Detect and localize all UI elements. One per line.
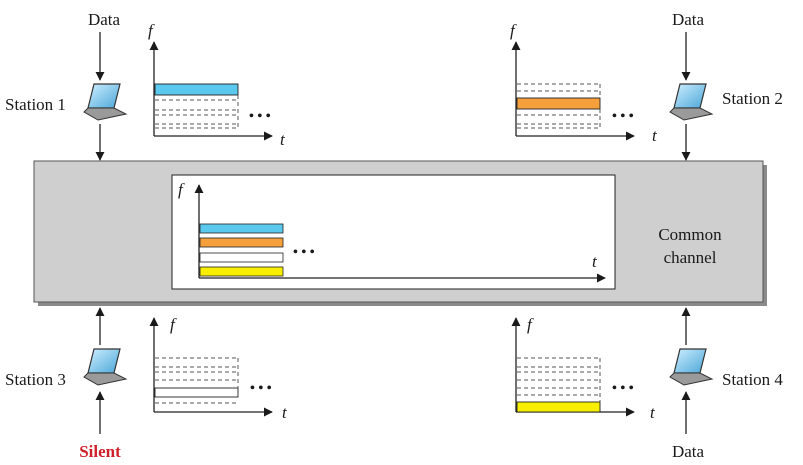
laptop-icon — [669, 348, 714, 386]
channel-band-white — [199, 252, 284, 263]
station-3-ellipsis: • • • — [250, 381, 272, 396]
station-4-t-label: t — [650, 403, 656, 422]
station-4-band — [516, 401, 601, 413]
station-1: Data Station 1 — [5, 10, 128, 161]
station-1-band — [154, 83, 239, 96]
station-1-t-label: t — [280, 130, 286, 149]
station-3-silent-label: Silent — [79, 442, 121, 461]
channel-label-line2: channel — [664, 248, 717, 267]
station-1-name: Station 1 — [5, 95, 66, 114]
station-3-f-label: f — [170, 315, 177, 334]
station-4: Data Station 4 — [669, 307, 783, 461]
station-3: Silent Station 3 — [5, 307, 128, 461]
channel-f-label: f — [178, 180, 185, 199]
station-4-ellipsis: • • • — [612, 381, 634, 396]
station-3-spectrum: f t • • • — [149, 315, 288, 422]
station-1-ellipsis: • • • — [249, 109, 271, 124]
laptop-icon — [83, 348, 128, 386]
channel-t-label: t — [592, 252, 598, 271]
laptop-icon — [669, 83, 714, 121]
station-2-ellipsis: • • • — [612, 109, 634, 124]
station-3-band — [154, 387, 239, 398]
channel-band-yellow — [199, 266, 284, 277]
channel-band-blue — [199, 223, 284, 234]
station-4-f-label: f — [527, 315, 534, 334]
station-2-name: Station 2 — [722, 89, 783, 108]
station-3-name: Station 3 — [5, 370, 66, 389]
station-1-spectrum: f t • • • — [148, 21, 286, 149]
channel-label-line1: Common — [658, 225, 722, 244]
station-1-data-label: Data — [88, 10, 121, 29]
station-2-t-label: t — [652, 126, 658, 145]
station-2-f-label: f — [510, 21, 517, 40]
common-channel: f t • • • Common channel — [33, 160, 767, 306]
station-2-band — [516, 97, 601, 110]
station-2: Data Station 2 — [669, 10, 783, 161]
channel-band-orange — [199, 237, 284, 248]
station-4-name: Station 4 — [722, 370, 783, 389]
laptop-icon — [83, 83, 128, 121]
station-4-data-label: Data — [672, 442, 705, 461]
station-2-spectrum: f t • • • — [510, 21, 658, 145]
station-3-t-label: t — [282, 403, 288, 422]
station-2-data-label: Data — [672, 10, 705, 29]
channel-ellipsis: • • • — [293, 245, 315, 260]
station-4-spectrum: f t • • • — [511, 315, 656, 422]
station-1-f-label: f — [148, 21, 155, 40]
